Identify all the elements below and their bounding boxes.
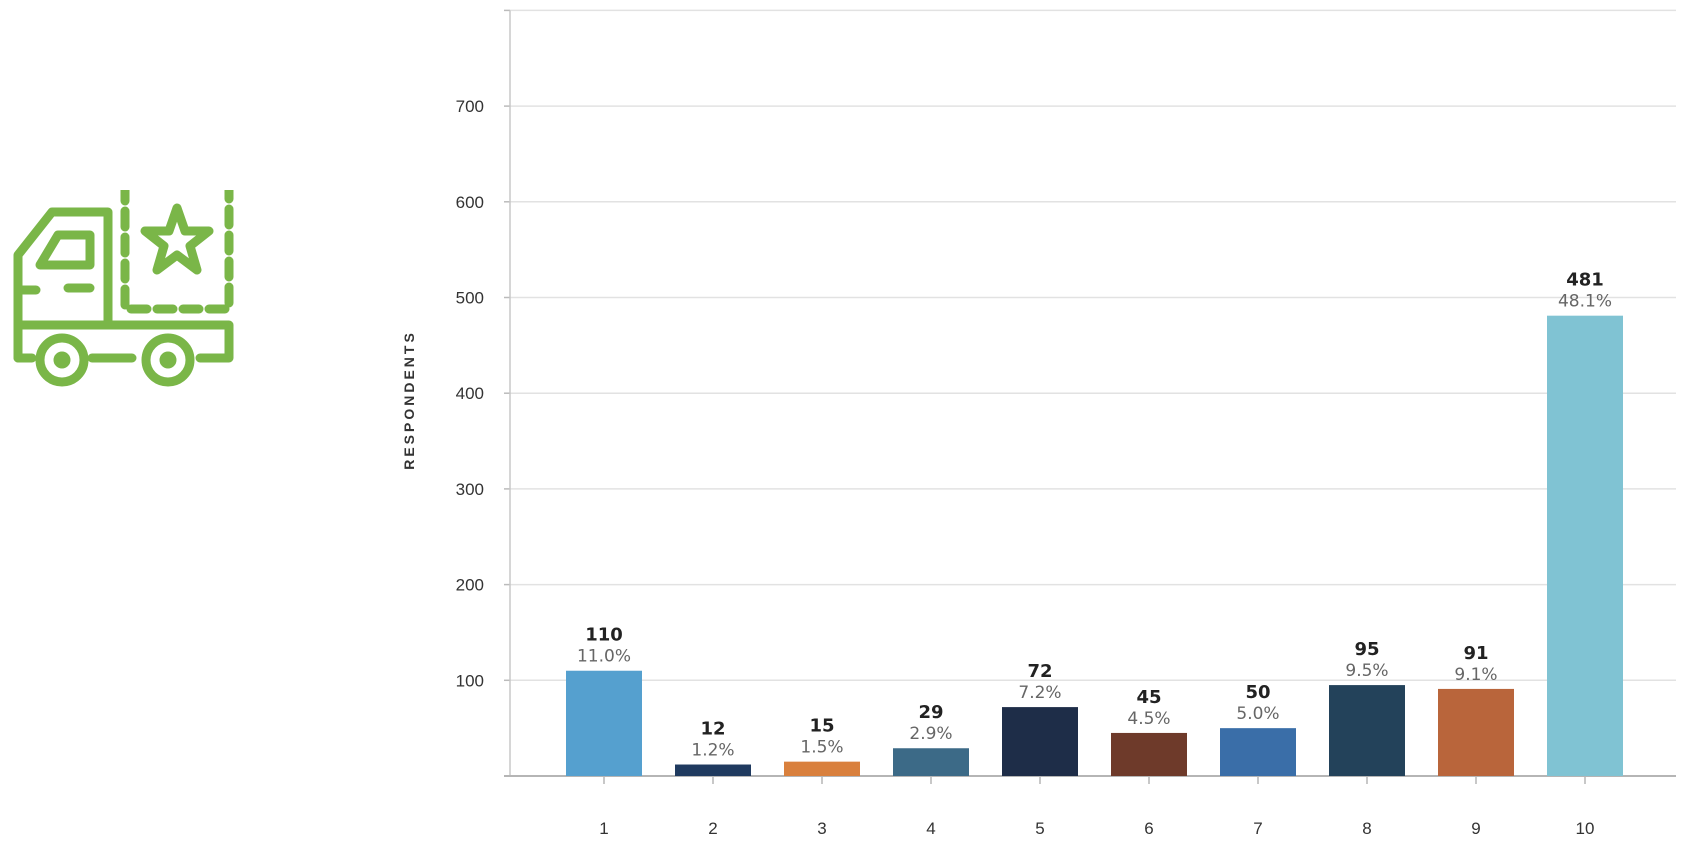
front-wheel-icon <box>35 333 89 387</box>
x-tick-label: 3 <box>817 819 826 838</box>
bar-8 <box>1329 685 1405 776</box>
x-tick-label: 7 <box>1253 819 1262 838</box>
gridlines <box>510 9 1676 682</box>
y-axis-label: RESPONDENTS <box>401 330 417 470</box>
y-tick-label: 200 <box>456 576 484 595</box>
y-tick-label: 500 <box>456 289 484 308</box>
bars <box>566 315 1623 776</box>
y-tick-label: 600 <box>456 193 484 212</box>
bar-value-label: 110 <box>585 625 623 646</box>
bar-percent-label: 48.1% <box>1558 292 1612 312</box>
bar-percent-label: 1.2% <box>691 741 734 761</box>
cargo-box-outline <box>120 190 234 314</box>
x-tick-label: 4 <box>926 819 935 838</box>
bar-value-label: 481 <box>1566 270 1604 291</box>
y-tick-label: 400 <box>456 384 484 403</box>
bar-percent-label: 9.1% <box>1454 665 1497 685</box>
x-tick-label: 5 <box>1035 819 1044 838</box>
bar-value-label: 95 <box>1354 639 1379 660</box>
bar-9 <box>1438 688 1514 776</box>
bar-percent-label: 2.9% <box>909 724 952 744</box>
bar-value-label: 50 <box>1245 682 1270 703</box>
bar-10 <box>1547 315 1623 776</box>
delivery-truck-star-icon <box>13 190 234 387</box>
bar-7 <box>1220 728 1296 776</box>
x-tick-label: 9 <box>1471 819 1480 838</box>
bar-5 <box>1002 707 1078 776</box>
truck-chassis <box>13 320 234 363</box>
star-icon <box>140 203 214 275</box>
y-tick-label: 700 <box>456 97 484 116</box>
bar-percent-label: 11.0% <box>577 647 631 667</box>
x-tick-label: 1 <box>599 819 608 838</box>
bar-2 <box>675 764 751 776</box>
rear-wheel-icon <box>141 333 195 387</box>
bar-value-label: 12 <box>700 719 725 740</box>
bar-value-label: 15 <box>809 716 834 737</box>
bar-4 <box>893 748 969 776</box>
bar-percent-label: 5.0% <box>1236 704 1279 724</box>
bar-3 <box>784 761 860 776</box>
x-tick-label: 10 <box>1576 819 1595 838</box>
x-tick-label: 2 <box>708 819 717 838</box>
bar-percent-label: 9.5% <box>1345 661 1388 681</box>
bar-6 <box>1111 732 1187 776</box>
bar-1 <box>566 670 642 776</box>
bar-percent-label: 1.5% <box>800 738 843 758</box>
bar-value-label: 72 <box>1027 661 1052 682</box>
bar-value-label: 91 <box>1463 643 1488 664</box>
bar-percent-label: 7.2% <box>1018 683 1061 703</box>
bar-percent-label: 4.5% <box>1127 709 1170 729</box>
x-tick-label: 6 <box>1144 819 1153 838</box>
y-tick-label: 300 <box>456 480 484 499</box>
x-tick-label: 8 <box>1362 819 1371 838</box>
bar-value-label: 29 <box>918 702 943 723</box>
bar-value-label: 45 <box>1136 687 1161 708</box>
y-tick-label: 100 <box>456 671 484 690</box>
truck-window <box>35 230 95 270</box>
